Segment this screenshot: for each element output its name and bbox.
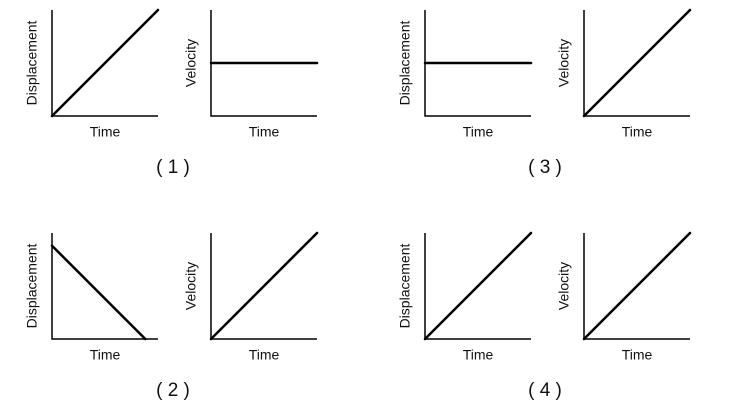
- x-axis-label: Time: [622, 124, 653, 140]
- y-axis-label: Displacement: [397, 243, 413, 328]
- y-axis-label: Velocity: [183, 262, 199, 310]
- y-axis-label: Velocity: [556, 39, 572, 87]
- x-axis-label: Time: [90, 347, 121, 363]
- panel-label: ( 3 ): [528, 157, 562, 178]
- y-axis-label: Velocity: [556, 262, 572, 310]
- graph-line: [423, 231, 533, 341]
- graph-line: [582, 231, 692, 341]
- y-axis-label: Velocity: [183, 39, 199, 87]
- x-axis-label: Time: [463, 124, 494, 140]
- x-axis-label: Time: [249, 124, 280, 140]
- x-axis-label: Time: [463, 347, 494, 363]
- panel-label: ( 4 ): [528, 380, 562, 401]
- panel-label: ( 1 ): [156, 157, 190, 178]
- axes: [424, 10, 531, 117]
- x-axis-label: Time: [622, 347, 653, 363]
- axes: [51, 233, 158, 340]
- y-axis-label: Displacement: [24, 243, 40, 328]
- panel-label: ( 2 ): [156, 380, 190, 401]
- graph-line: [209, 231, 319, 341]
- y-axis-label: Displacement: [24, 20, 40, 105]
- x-axis-label: Time: [249, 347, 280, 363]
- y-axis-label: Displacement: [397, 20, 413, 105]
- x-axis-label: Time: [90, 124, 121, 140]
- graph-line: [50, 8, 160, 118]
- graph-line: [582, 8, 692, 118]
- graph-line: [50, 244, 147, 341]
- axes: [210, 10, 317, 117]
